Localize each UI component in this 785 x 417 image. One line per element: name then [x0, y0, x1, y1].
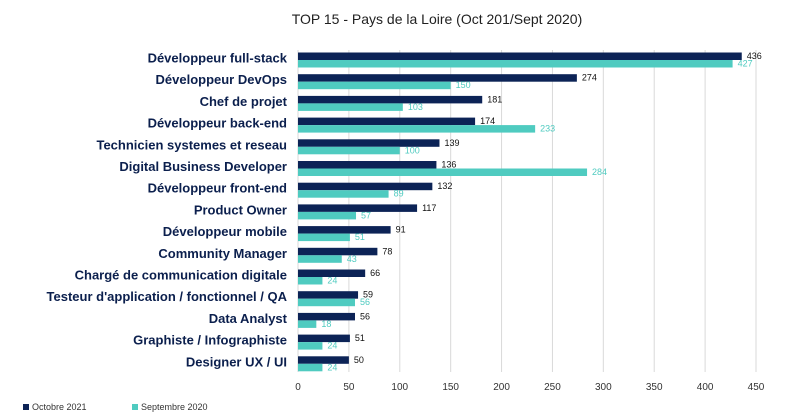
x-tick-label: 100	[391, 382, 408, 393]
bar-septembre-2020	[298, 60, 733, 68]
bar-septembre-2020	[298, 211, 357, 220]
bar-octobre-2021	[298, 95, 483, 104]
bar-octobre-2021	[298, 269, 366, 277]
x-tick-label: 0	[295, 382, 301, 393]
bar-septembre-2020	[298, 342, 323, 350]
category-label: Développeur front-end	[148, 181, 287, 196]
category-label: Développeur back-end	[148, 116, 287, 131]
bar-septembre-2020	[298, 168, 588, 176]
data-label: 57	[361, 210, 371, 220]
chart-title: TOP 15 - Pays de la Loire (Oct 201/Sept …	[292, 11, 583, 27]
data-label: 56	[360, 311, 370, 321]
bar-octobre-2021	[298, 312, 355, 321]
data-label: 66	[370, 268, 380, 278]
category-label: Designer UX / UI	[186, 354, 287, 369]
category-label: Product Owner	[194, 202, 287, 217]
category-label: Développeur DevOps	[156, 72, 288, 87]
data-label: 91	[396, 225, 406, 235]
category-label: Chef de projet	[200, 94, 288, 109]
bar-octobre-2021	[298, 226, 391, 234]
data-label: 100	[405, 145, 420, 155]
x-tick-label: 350	[646, 382, 663, 393]
legend: Octobre 2021 Septembre 2020	[23, 402, 208, 412]
category-label: Technicien systemes et reseau	[96, 137, 287, 152]
bar-octobre-2021	[298, 161, 437, 169]
data-label: 56	[360, 297, 370, 307]
bar-octobre-2021	[298, 247, 378, 256]
x-tick-label: 400	[697, 382, 714, 393]
data-label: 117	[422, 203, 436, 213]
bar-septembre-2020	[298, 298, 355, 307]
data-label: 174	[480, 116, 495, 126]
bar-septembre-2020	[298, 363, 323, 372]
data-label: 78	[382, 246, 392, 256]
data-label: 233	[540, 124, 555, 134]
category-label: Data Analyst	[209, 311, 288, 326]
data-label: 139	[444, 138, 459, 148]
bars	[298, 52, 742, 372]
category-label: Graphiste / Infographiste	[133, 333, 287, 348]
bar-octobre-2021	[298, 117, 476, 126]
bar-octobre-2021	[298, 204, 418, 212]
bar-septembre-2020	[298, 320, 317, 328]
category-label: Testeur d'application / fonctionnel / QA	[47, 289, 288, 304]
x-tick-label: 50	[343, 382, 355, 393]
bar-septembre-2020	[298, 277, 323, 285]
x-tick-label: 150	[442, 382, 459, 393]
bar-septembre-2020	[298, 190, 389, 198]
bar-octobre-2021	[298, 139, 440, 147]
data-label: 59	[363, 290, 373, 300]
bar-septembre-2020	[298, 146, 400, 155]
x-axis-ticks: 0 50 100 150 200 250 300 350 400 450	[295, 382, 765, 393]
legend-swatch	[132, 404, 138, 410]
bar-octobre-2021	[298, 74, 577, 82]
data-label: 436	[747, 51, 762, 61]
data-label: 24	[327, 276, 337, 286]
data-label: 51	[355, 232, 365, 242]
data-label: 89	[394, 189, 404, 199]
data-label: 150	[456, 80, 471, 90]
data-label: 274	[582, 73, 597, 83]
category-label: Développeur mobile	[163, 224, 287, 239]
category-labels: Développeur full-stack Développeur DevOps…	[47, 51, 288, 370]
data-label: 51	[355, 333, 365, 343]
bar-octobre-2021	[298, 334, 350, 343]
category-label: Chargé de communication digitale	[75, 268, 287, 283]
category-label: Développeur full-stack	[148, 51, 288, 66]
bar-septembre-2020	[298, 81, 451, 90]
bar-septembre-2020	[298, 233, 350, 242]
legend-swatch	[23, 404, 29, 410]
bar-septembre-2020	[298, 255, 342, 263]
legend-label: Octobre 2021	[32, 402, 87, 412]
x-tick-label: 250	[544, 382, 561, 393]
bar-septembre-2020	[298, 103, 403, 111]
data-label: 181	[487, 94, 502, 104]
category-label: Digital Business Developer	[119, 159, 287, 174]
bar-septembre-2020	[298, 125, 536, 133]
legend-label: Septembre 2020	[141, 402, 208, 412]
data-label: 24	[327, 341, 337, 351]
data-label: 284	[592, 167, 607, 177]
data-label: 103	[408, 102, 423, 112]
data-label: 50	[354, 355, 364, 365]
x-tick-label: 300	[595, 382, 612, 393]
x-tick-label: 200	[493, 382, 510, 393]
data-label: 427	[738, 59, 753, 69]
data-label: 18	[321, 319, 331, 329]
data-label: 132	[437, 181, 452, 191]
data-label: 24	[327, 362, 337, 372]
x-tick-label: 450	[748, 382, 765, 393]
bar-octobre-2021	[298, 356, 349, 364]
bar-octobre-2021	[298, 182, 433, 191]
data-label: 136	[441, 160, 456, 170]
data-label: 43	[347, 254, 357, 264]
bar-octobre-2021	[298, 52, 742, 60]
bar-octobre-2021	[298, 291, 359, 299]
category-label: Community Manager	[158, 246, 287, 261]
